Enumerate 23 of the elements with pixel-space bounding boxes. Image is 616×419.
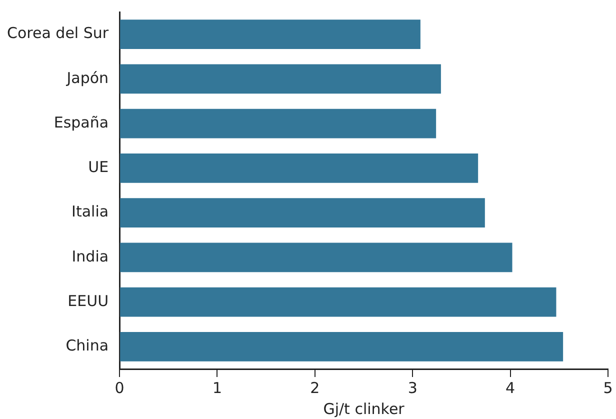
- bar: [120, 64, 441, 94]
- bar: [120, 153, 478, 183]
- y-tick-label: UE: [88, 158, 109, 176]
- x-axis-title: Gj/t clinker: [323, 400, 406, 418]
- bar: [120, 287, 556, 317]
- x-tick-label: 5: [603, 378, 613, 397]
- x-tick-label: 2: [310, 378, 320, 397]
- y-tick-label: EEUU: [68, 292, 109, 310]
- bar: [120, 332, 564, 362]
- x-tick-label: 0: [114, 378, 124, 397]
- y-tick-label: Italia: [72, 202, 109, 221]
- bar: [120, 20, 420, 50]
- y-tick-label: India: [72, 247, 109, 266]
- bar: [120, 108, 436, 138]
- x-tick-label: 1: [212, 378, 222, 397]
- y-tick-label: España: [54, 113, 109, 132]
- x-tick-label: 3: [408, 378, 418, 397]
- bar: [120, 198, 485, 228]
- y-tick-label: Japón: [66, 68, 109, 87]
- y-tick-label: China: [66, 336, 109, 355]
- y-tick-label: Corea del Sur: [6, 24, 110, 42]
- bar: [120, 242, 512, 272]
- x-tick-label: 4: [506, 378, 516, 397]
